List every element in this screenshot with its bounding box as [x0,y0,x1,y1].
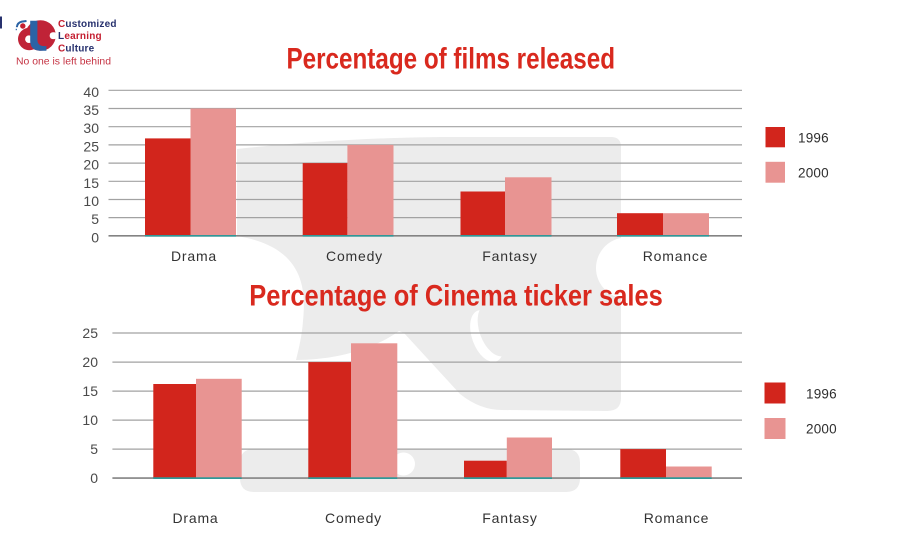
svg-text:15: 15 [82,383,98,399]
svg-text:10: 10 [83,193,99,209]
svg-text:No one is left behind: No one is left behind [16,56,111,68]
svg-text:25: 25 [83,138,99,154]
svg-text:20: 20 [83,157,99,173]
svg-text:Comedy: Comedy [326,248,383,264]
svg-text:Learning: Learning [58,31,102,42]
svg-text:40: 40 [83,84,99,100]
svg-text:15: 15 [83,175,99,191]
svg-text:30: 30 [83,120,99,136]
svg-text:Romance: Romance [643,248,709,264]
svg-text:20: 20 [82,354,98,370]
svg-text:0: 0 [90,470,98,486]
svg-text:Drama: Drama [172,510,218,526]
svg-text:25: 25 [82,325,98,341]
svg-text:Fantasy: Fantasy [482,510,537,526]
svg-text:1996: 1996 [798,131,829,146]
svg-text:Fantasy: Fantasy [482,248,537,264]
svg-text:2000: 2000 [806,422,837,437]
svg-text:Drama: Drama [171,248,217,264]
svg-text:35: 35 [83,102,99,118]
svg-text:Percentage of films released: Percentage of films released [287,43,616,76]
svg-text:Culture: Culture [58,44,95,55]
svg-text:5: 5 [91,211,99,227]
svg-text:Customized: Customized [58,19,117,30]
svg-text:2000: 2000 [798,165,829,180]
svg-text:Comedy: Comedy [325,510,382,526]
svg-text:1996: 1996 [806,387,837,402]
svg-text:Romance: Romance [644,510,710,526]
svg-text:Percentage of Cinema ticker sa: Percentage of Cinema ticker sales [249,280,663,313]
svg-text:0: 0 [91,229,99,245]
svg-text:5: 5 [90,441,98,457]
svg-text:10: 10 [82,412,98,428]
